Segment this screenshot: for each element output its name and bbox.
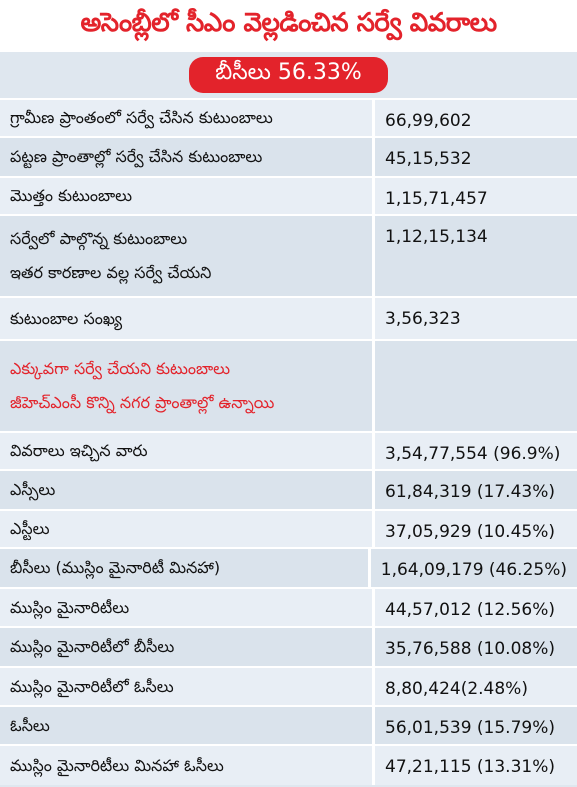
table-row: ఓసీలు 56,01,539 (15.79%)	[0, 705, 577, 744]
row-value: 66,99,602	[375, 100, 577, 136]
row-value: 61,84,319 (17.43%)	[375, 471, 577, 509]
label-line: ఓసీలు	[10, 715, 50, 735]
row-label: సర్వేలో పాల్గొన్న కుటుంబాలు ఇతర కారణాల వల…	[0, 216, 375, 296]
row-label: ఎస్సీలు	[0, 471, 375, 509]
table: గ్రామీణ ప్రాంతంలో సర్వే చేసిన కుటుంబాలు 6…	[0, 98, 577, 785]
label-line: ముస్లిం మైనారిటీలో బీసీలు	[10, 637, 175, 656]
table-row: ముస్లిం మైనారిటీలో ఓసీలు 8,80,424(2.48%)	[0, 666, 577, 705]
row-label: కుటుంబాల సంఖ్య	[0, 298, 375, 339]
value-text: 45,15,532	[385, 149, 472, 169]
row-label: బీసీలు (ముస్లిం మైనారిటీ మినహా)	[0, 549, 371, 587]
value-text: 3,54,77,554 (96.9%)	[385, 444, 561, 464]
label-line: ముస్లిం మైనారిటీలో ఓసీలు	[10, 676, 174, 696]
table-row: ముస్లిం మైనారిటీలు మినహా ఓసీలు 47,21,115 …	[0, 744, 577, 785]
row-value: 45,15,532	[375, 138, 577, 176]
table-row: గ్రామీణ ప్రాంతంలో సర్వే చేసిన కుటుంబాలు 6…	[0, 98, 577, 136]
label-line: ఎస్టీలు	[10, 519, 50, 538]
row-value: 47,21,115 (13.31%)	[375, 746, 577, 785]
row-label: గ్రామీణ ప్రాంతంలో సర్వే చేసిన కుటుంబాలు	[0, 100, 375, 136]
table-row: వివరాలు ఇచ్చిన వారు 3,54,77,554 (96.9%)	[0, 431, 577, 469]
row-value: 56,01,539 (15.79%)	[375, 707, 577, 744]
value-text: 8,80,424(2.48%)	[385, 679, 528, 699]
row-value	[375, 341, 577, 431]
row-label: ఓసీలు	[0, 707, 375, 744]
value-text: 44,57,012 (12.56%)	[385, 600, 556, 620]
row-value: 3,54,77,554 (96.9%)	[375, 433, 577, 469]
title: అసెంబ్లీలో సీఎం వెల్లడించిన సర్వే వివరాల…	[0, 0, 577, 52]
table-row: సర్వేలో పాల్గొన్న కుటుంబాలు ఇతర కారణాల వల…	[0, 214, 577, 296]
badge: బీసీలు 56.33%	[189, 57, 388, 93]
row-value: 8,80,424(2.48%)	[375, 668, 577, 705]
label-line: ఇతర కారణాల వల్ల సర్వే చేయని	[10, 263, 212, 282]
label-line: కుటుంబాల సంఖ్య	[10, 308, 123, 328]
table-row: ఎక్కువగా సర్వే చేయని కుటుంబాలు జీహెచ్ఎంసీ…	[0, 339, 577, 431]
label-line: వివరాలు ఇచ్చిన వారు	[10, 441, 148, 460]
table-row: ఎస్టీలు 37,05,929 (10.45%)	[0, 509, 577, 547]
value-text: 56,01,539 (15.79%)	[385, 718, 556, 738]
label-line: పట్టణ ప్రాంతాల్లో సర్వే చేసిన కుటుంబాలు	[10, 147, 263, 166]
label-line: బీసీలు (ముస్లిం మైనారిటీ మినహా)	[10, 558, 221, 577]
value-text: 1,64,09,179 (46.25%)	[380, 560, 567, 580]
row-label: ముస్లిం మైనారిటీలు	[0, 589, 375, 626]
row-value: 1,15,71,457	[375, 178, 577, 214]
label-line: మొత్తం కుటుంబాలు	[10, 186, 133, 205]
value-text: 1,12,15,134	[385, 227, 488, 247]
row-label: పట్టణ ప్రాంతాల్లో సర్వే చేసిన కుటుంబాలు	[0, 138, 375, 176]
row-label: ఎస్టీలు	[0, 511, 375, 547]
row-value: 3,56,323	[375, 298, 577, 339]
value-text: 61,84,319 (17.43%)	[385, 482, 556, 502]
value-text: 37,05,929 (10.45%)	[385, 522, 556, 542]
table-row: మొత్తం కుటుంబాలు 1,15,71,457	[0, 176, 577, 214]
label-line: జీహెచ్ఎంసీ కొన్ని నగర ప్రాంతాల్లో ఉన్నాయ…	[10, 393, 275, 412]
table-row: బీసీలు (ముస్లిం మైనారిటీ మినహా) 1,64,09,1…	[0, 547, 577, 587]
row-label: మొత్తం కుటుంబాలు	[0, 178, 375, 214]
label-line: ముస్లిం మైనారిటీలు మినహా ఓసీలు	[10, 755, 224, 775]
table-row: పట్టణ ప్రాంతాల్లో సర్వే చేసిన కుటుంబాలు 4…	[0, 136, 577, 176]
row-value: 1,64,09,179 (46.25%)	[371, 549, 577, 587]
label-line: ఎక్కువగా సర్వే చేయని కుటుంబాలు	[10, 359, 231, 378]
table-row: ఎస్సీలు 61,84,319 (17.43%)	[0, 469, 577, 509]
value-text: 1,15,71,457	[385, 189, 488, 209]
row-label: ఎక్కువగా సర్వే చేయని కుటుంబాలు జీహెచ్ఎంసీ…	[0, 341, 375, 431]
row-label: వివరాలు ఇచ్చిన వారు	[0, 433, 375, 469]
row-value: 37,05,929 (10.45%)	[375, 511, 577, 547]
badge-bar: బీసీలు 56.33%	[0, 52, 577, 98]
label-line: ముస్లిం మైనారిటీలు	[10, 597, 130, 617]
row-value: 1,12,15,134	[375, 216, 577, 296]
row-label: ముస్లిం మైనారిటీలు మినహా ఓసీలు	[0, 746, 375, 785]
table-row: ముస్లిం మైనారిటీలో బీసీలు 35,76,588 (10.0…	[0, 626, 577, 666]
label-line: గ్రామీణ ప్రాంతంలో సర్వే చేసిన కుటుంబాలు	[10, 108, 273, 127]
value-text: 35,76,588 (10.08%)	[385, 639, 556, 659]
row-label: ముస్లిం మైనారిటీలో ఓసీలు	[0, 668, 375, 705]
row-value: 44,57,012 (12.56%)	[375, 589, 577, 626]
label-line: ఎస్సీలు	[10, 480, 56, 499]
table-row: ముస్లిం మైనారిటీలు 44,57,012 (12.56%)	[0, 587, 577, 626]
label-line: సర్వేలో పాల్గొన్న కుటుంబాలు	[10, 229, 188, 248]
row-value: 35,76,588 (10.08%)	[375, 628, 577, 666]
value-text: 66,99,602	[385, 111, 472, 131]
value-text: 3,56,323	[385, 309, 461, 329]
value-text: 47,21,115 (13.31%)	[385, 757, 556, 777]
table-row: కుటుంబాల సంఖ్య 3,56,323	[0, 296, 577, 339]
row-label: ముస్లిం మైనారిటీలో బీసీలు	[0, 628, 375, 666]
